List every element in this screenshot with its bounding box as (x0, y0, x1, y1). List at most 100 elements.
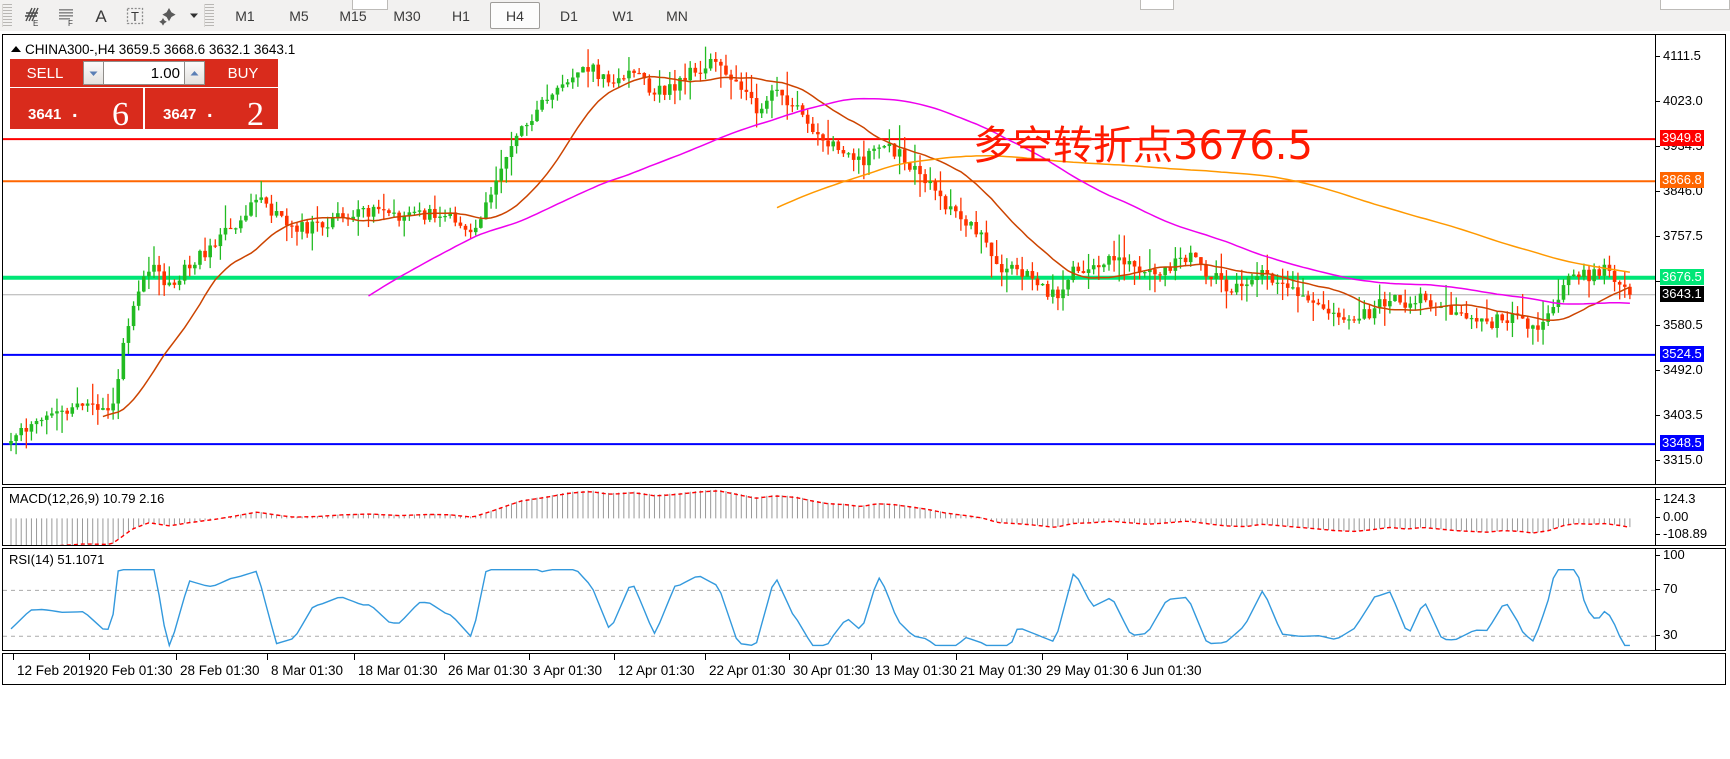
candle-body (182, 264, 187, 281)
rsi-plot[interactable] (3, 549, 1655, 650)
time-tick (176, 654, 177, 660)
candle-body (239, 220, 243, 229)
candle-body (1500, 314, 1505, 321)
candle-body (484, 202, 488, 220)
chart-area[interactable]: CHINA300-,H4 3659.5 3668.6 3632.1 3643.1… (0, 31, 1730, 759)
candle-body (259, 197, 264, 200)
candle-body (228, 227, 233, 230)
candle-body (1490, 321, 1494, 329)
timeframe-m15[interactable]: M15 (339, 7, 367, 24)
candle-body (1352, 319, 1356, 321)
timeframe-w1[interactable]: W1 (612, 7, 634, 24)
macd-caption: MACD(12,26,9) 10.79 2.16 (9, 491, 165, 506)
text-box-icon[interactable]: T (118, 1, 152, 30)
timeframe-m1[interactable]: M1 (235, 7, 255, 24)
text-label-icon[interactable]: A (84, 1, 118, 30)
candle-body (1091, 265, 1096, 270)
timeframe-h4[interactable]: H4 (490, 2, 540, 29)
indicators-list-icon[interactable]: F (50, 1, 84, 30)
candle-body (719, 61, 723, 66)
price-plot[interactable] (3, 35, 1655, 484)
volume-decrease-button[interactable] (83, 61, 104, 85)
price-tick-label: 3492.0 (1663, 362, 1703, 378)
candle-body (279, 211, 284, 216)
ma-fast-line (102, 75, 1631, 418)
objects-icon[interactable] (152, 1, 186, 30)
buy-button[interactable]: BUY (208, 59, 278, 87)
time-tick (354, 654, 355, 660)
price-scale[interactable]: 4111.54023.03934.53846.03757.53669.03580… (1655, 35, 1725, 484)
objects-dropdown-caret-icon[interactable] (186, 1, 202, 30)
collapse-triangle-icon[interactable] (11, 46, 21, 52)
candle-body (315, 221, 320, 223)
macd-pane[interactable]: MACD(12,26,9) 10.79 2.16 124.3 0.00 -108.8… (2, 487, 1726, 546)
timeframe-m30[interactable]: M30 (393, 7, 421, 24)
candle-body (1388, 301, 1392, 307)
time-tick-label: 18 Mar 01:30 (358, 663, 438, 678)
symbol-header: CHINA300-,H4 3659.5 3668.6 3632.1 3643.1 (11, 42, 295, 57)
candle-body (1408, 303, 1413, 308)
candle-body (453, 212, 458, 223)
timeframe-d1[interactable]: D1 (560, 7, 578, 24)
price-tick-label: 4111.5 (1663, 48, 1701, 64)
sell-price-box[interactable]: 3641 . 6 (10, 88, 143, 132)
candle-body (841, 150, 846, 154)
time-tick (614, 654, 615, 660)
candle-body (1362, 309, 1367, 319)
candle-body (953, 206, 958, 212)
macd-plot[interactable] (3, 488, 1655, 545)
candle-body (1209, 276, 1213, 280)
candle-body (1096, 265, 1101, 268)
candle-body (1005, 268, 1009, 273)
buy-price-box[interactable]: 3647 . 2 (145, 88, 278, 133)
candle-body (218, 234, 223, 247)
candle-body (1045, 283, 1050, 297)
volume-input[interactable]: 1.00 (104, 61, 184, 85)
candle-body (1270, 273, 1275, 283)
candle-body (463, 225, 468, 230)
volume-increase-button[interactable] (184, 61, 205, 85)
timeframe-m5[interactable]: M5 (289, 7, 309, 24)
toolbar-grip-2[interactable] (204, 4, 214, 27)
candle-body (1597, 269, 1602, 276)
sell-button[interactable]: SELL (10, 59, 80, 87)
candle-body (611, 82, 616, 84)
rsi-pane[interactable]: RSI(14) 51.1071 100 70 30 (2, 547, 1726, 651)
candle-body (1321, 304, 1326, 309)
candle-body (908, 162, 912, 170)
candle-body (65, 410, 69, 414)
one-click-trade-panel[interactable]: SELL 1.00 BUY 3641 . 6 (10, 59, 278, 133)
price-tick-label: 4023.0 (1663, 92, 1703, 108)
rsi-line (10, 569, 1630, 648)
candle-body (366, 207, 371, 217)
candle-body (264, 197, 269, 204)
volume-control[interactable]: 1.00 (80, 59, 208, 87)
window-stub-2 (1140, 0, 1174, 10)
toolbar-grip-1[interactable] (2, 4, 12, 27)
candle-body (387, 210, 391, 214)
candle-body (1076, 266, 1081, 272)
macd-signal-line (58, 490, 1631, 545)
candle-body (1107, 256, 1111, 265)
candle-body (1536, 325, 1540, 330)
buy-price-decimal: 2 (247, 96, 264, 133)
candle-body (473, 227, 478, 233)
candle-body (1219, 273, 1224, 280)
candle-body (606, 74, 611, 83)
candle-body (749, 91, 754, 99)
candle-body (356, 209, 361, 217)
expert-advisors-icon[interactable]: E (16, 1, 50, 30)
candle-body (458, 222, 463, 226)
candle-body (703, 68, 708, 74)
timeframe-mn[interactable]: MN (666, 7, 688, 24)
macd-tick-label: 124.3 (1663, 491, 1696, 506)
price-pane[interactable]: CHINA300-,H4 3659.5 3668.6 3632.1 3643.1… (2, 34, 1726, 485)
candle-body (1403, 302, 1407, 308)
candle-body (249, 202, 253, 216)
candle-body (44, 415, 49, 420)
time-axis[interactable]: 12 Feb 2019 20 Feb 01:30 28 Feb 01:30 8 Mar… (2, 653, 1726, 685)
candle-body (570, 77, 575, 83)
price-series-layer (3, 46, 1655, 455)
candle-body (555, 87, 560, 95)
timeframe-h1[interactable]: H1 (452, 7, 470, 24)
